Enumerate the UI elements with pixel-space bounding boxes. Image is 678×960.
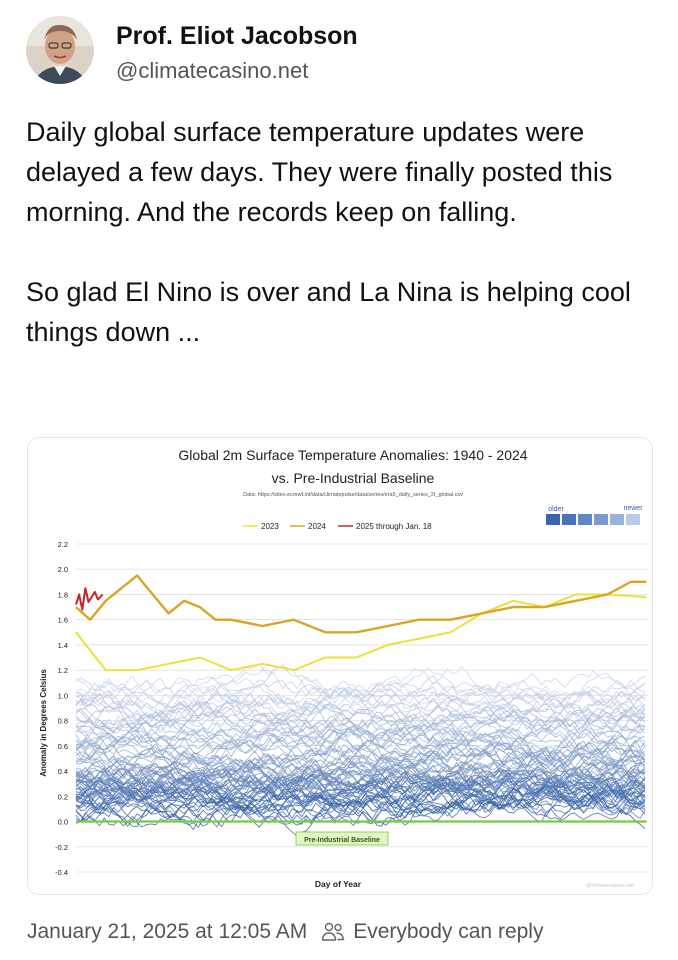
historic-year-line	[75, 692, 646, 745]
historic-year-line	[75, 701, 646, 746]
y-tick-label: 1.0	[58, 691, 68, 700]
historic-year-line	[75, 724, 646, 773]
x-axis-label: Day of Year	[315, 879, 362, 889]
legend-label-2025: 2025 through Jan. 18	[356, 522, 432, 531]
gradient-legend-older: older	[548, 506, 564, 513]
chart-image[interactable]: Global 2m Surface Temperature Anomalies:…	[27, 437, 653, 895]
post-footer: January 21, 2025 at 12:05 AM Everybody c…	[27, 915, 657, 949]
post-paragraph: Daily global surface temperature updates…	[26, 117, 613, 227]
y-tick-label: 0.2	[58, 792, 68, 801]
y-tick-label: 1.4	[58, 641, 68, 650]
reply-setting[interactable]: Everybody can reply	[353, 920, 544, 943]
historic-year-line	[75, 693, 645, 734]
gradient-legend-box	[626, 514, 640, 525]
post-header: Prof. Eliot Jacobson @climatecasino.net	[26, 16, 656, 86]
y-tick-label: -0.4	[55, 868, 68, 877]
baseline-label: Pre-Industrial Baseline	[304, 837, 380, 844]
historic-year-line	[75, 769, 646, 821]
historic-year-line	[75, 763, 646, 816]
baseline-label-bg	[295, 831, 389, 846]
y-tick-label: 1.2	[58, 666, 68, 675]
post-body: Daily global surface temperature updates…	[26, 112, 656, 352]
chart-watermark: @climatecasino.net	[586, 883, 635, 889]
historic-year-line	[75, 692, 646, 742]
historic-year-line	[75, 757, 646, 792]
historic-year-line	[75, 781, 646, 823]
historic-year-line	[75, 690, 646, 734]
gradient-legend-box	[578, 514, 592, 525]
gradient-legend-newer: newer	[623, 505, 643, 512]
gradient-legend-box	[546, 514, 560, 525]
historic-year-line	[75, 700, 645, 746]
y-tick-label: -0.2	[55, 843, 68, 852]
y-tick-label: 2.2	[58, 540, 68, 549]
chart-title: Global 2m Surface Temperature Anomalies:…	[178, 447, 527, 463]
historic-year-line	[75, 675, 646, 709]
y-tick-label: 0.6	[58, 742, 68, 751]
historic-series-lines	[75, 662, 646, 837]
y-tick-label: 0.4	[58, 767, 68, 776]
historic-year-line	[75, 666, 646, 719]
historic-year-line	[75, 725, 645, 772]
y-axis-ticks: 2.2 2.0 1.8 1.6 1.4 1.2 1.0 0.8 0.6 0.4 0.2 0.0 -0.2…	[55, 540, 68, 877]
y-axis-label: Anomaly in Degrees Celsius	[39, 669, 48, 777]
gradient-legend-box	[562, 514, 576, 525]
historic-year-line	[75, 670, 646, 713]
historic-year-line	[75, 725, 646, 768]
gradient-legend-box	[610, 514, 624, 525]
historic-year-line	[75, 708, 645, 757]
y-tick-label: 0.0	[58, 818, 68, 827]
gradient-legend-box	[594, 514, 608, 525]
historic-year-line	[75, 733, 646, 775]
historic-year-line	[75, 718, 646, 763]
series-legend: 2023 2024 2025 through Jan. 18	[243, 522, 432, 531]
author-name[interactable]: Prof. Eliot Jacobson	[116, 22, 358, 50]
legend-label-2024: 2024	[308, 522, 326, 531]
historic-year-line	[75, 662, 646, 715]
avatar-image	[26, 16, 94, 84]
historic-year-line	[75, 733, 646, 771]
chart-source: Data: https://sites.ecmwf.int/data/clima…	[243, 492, 463, 498]
series-line-2024	[75, 574, 647, 634]
historic-year-line	[75, 739, 646, 784]
highlight-series-lines	[75, 574, 647, 823]
historic-year-line	[75, 717, 646, 767]
avatar[interactable]	[26, 16, 94, 84]
post-paragraph: So glad El Nino is over and La Nina is h…	[26, 277, 631, 347]
people-icon	[321, 922, 345, 941]
y-tick-label: 1.6	[58, 616, 68, 625]
historic-year-line	[75, 727, 645, 776]
chart-subtitle: vs. Pre-Industrial Baseline	[272, 470, 435, 486]
y-tick-label: 2.0	[58, 565, 68, 574]
legend-label-2023: 2023	[261, 522, 279, 531]
temperature-chart: Global 2m Surface Temperature Anomalies:…	[28, 438, 652, 894]
author-handle[interactable]: @climatecasino.net	[116, 58, 309, 83]
historic-year-line	[75, 766, 645, 813]
gradient-legend	[546, 514, 640, 525]
y-tick-label: 1.8	[58, 590, 68, 599]
series-line-2025	[75, 587, 104, 611]
y-tick-label: 0.8	[58, 717, 68, 726]
baseline-label-box: Pre-Industrial Baseline	[295, 831, 389, 846]
post-timestamp[interactable]: January 21, 2025 at 12:05 AM	[27, 920, 308, 943]
